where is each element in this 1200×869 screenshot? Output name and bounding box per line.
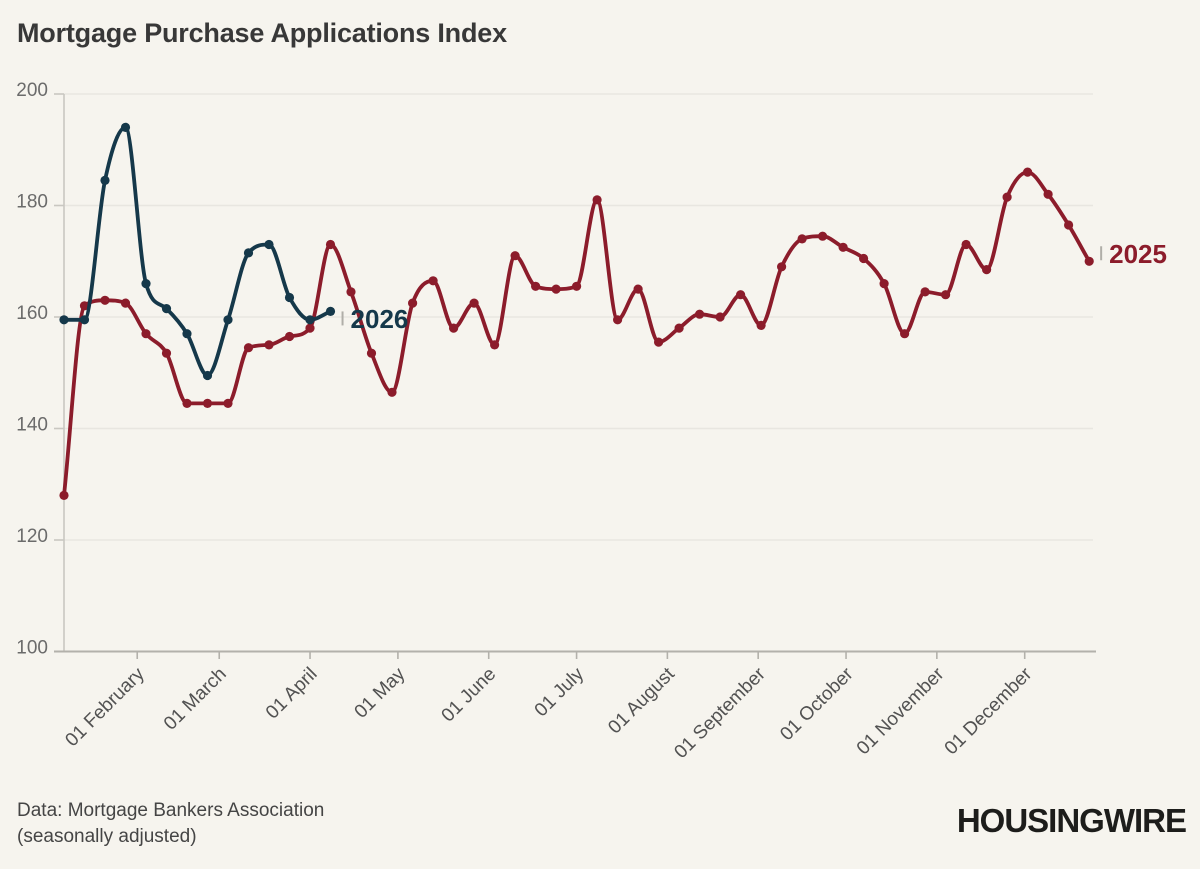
source-line-2: (seasonally adjusted)	[17, 826, 197, 847]
x-tick-label: 01 October	[776, 663, 858, 745]
series-2025-point	[490, 340, 500, 350]
y-tick-label: 100	[16, 638, 48, 659]
series-2025-point	[777, 262, 787, 272]
series-2025-point	[797, 234, 807, 244]
series-2025-point	[469, 298, 479, 308]
series-2025-point	[1064, 220, 1074, 230]
housingwire-logo: HOUSINGWIRE	[956, 802, 1187, 839]
x-tick-label: 01 December	[941, 663, 1037, 759]
x-tick-label: 01 September	[670, 663, 770, 763]
series-2025-point	[879, 279, 889, 289]
series-2025-point	[305, 323, 315, 333]
series-2025-point	[654, 337, 664, 347]
series-2025-line	[62, 170, 1092, 498]
series-2025-point	[633, 284, 643, 294]
series-2025-point	[572, 281, 582, 291]
y-tick-label: 120	[16, 526, 48, 547]
source-line-1: Data: Mortgage Bankers Association	[17, 800, 325, 821]
y-tick-label: 180	[16, 192, 48, 213]
y-tick-label: 140	[16, 415, 48, 436]
series-2026-point	[161, 304, 172, 314]
series-2025-point	[202, 398, 213, 408]
series-2026-point	[223, 315, 233, 325]
y-tick-label: 200	[16, 80, 48, 101]
series-2025-point	[243, 343, 254, 353]
series-label-2025: 2025	[1109, 239, 1167, 269]
series-2025-point	[592, 195, 602, 205]
series-2025-point	[79, 301, 90, 311]
series-2025-point	[408, 298, 418, 308]
series-2025-point	[346, 287, 356, 297]
series-2025-point	[1023, 167, 1033, 177]
series-2025-point	[961, 239, 971, 250]
series-2025-point	[920, 287, 930, 297]
series-2025-point	[756, 320, 766, 330]
series-2026-point	[202, 370, 213, 381]
series-2025-point	[1043, 189, 1053, 199]
series-label-2026: 2026	[351, 304, 409, 334]
series-2026-point	[325, 306, 336, 316]
series-2026-point	[120, 122, 131, 132]
series-2025-point	[941, 290, 951, 300]
series-2025-point	[59, 490, 69, 500]
series-2025-point	[366, 348, 377, 358]
series-2026-point	[305, 315, 315, 325]
series-2026-point	[141, 279, 151, 289]
series-2025-point	[284, 331, 295, 342]
series-2025-point	[428, 276, 438, 286]
series-2025-point	[900, 329, 910, 339]
series-2025-point	[1084, 256, 1094, 266]
x-tick-label: 01 November	[853, 663, 949, 759]
series-2026-point	[243, 248, 254, 258]
series-2025-point	[120, 298, 131, 308]
series-2026-point	[284, 292, 295, 303]
x-tick-label: 01 April	[262, 664, 322, 724]
series-2025-point	[100, 295, 110, 305]
x-tick-label: 01 February	[61, 663, 149, 751]
source-note: Data: Mortgage Bankers Association (seas…	[17, 798, 324, 850]
series-2025-point	[387, 387, 397, 397]
series-2025-point	[818, 231, 828, 241]
series-2025-point	[695, 309, 705, 319]
x-tick-label: 01 May	[351, 663, 410, 722]
series-2025-point	[736, 290, 746, 300]
series-2026-point	[59, 315, 69, 325]
series-2025-point	[325, 239, 336, 250]
series-2025-point	[551, 284, 561, 294]
series-2026-point	[100, 175, 110, 185]
series-2026-point	[264, 239, 274, 250]
series-2025-point	[674, 323, 684, 333]
chart-title: Mortgage Purchase Applications Index	[17, 18, 507, 48]
x-tick-label: 01 June	[438, 664, 501, 727]
series-2025-point	[449, 323, 459, 333]
series-2025-point	[982, 265, 992, 275]
series-2025-point	[141, 329, 151, 339]
series-2025-point	[223, 398, 233, 408]
series-2025-point	[613, 315, 623, 325]
y-tick-label: 160	[16, 303, 48, 324]
series-2025-point	[715, 312, 725, 322]
series-2026-point	[79, 315, 90, 325]
series-2025-point	[182, 398, 192, 408]
series-2025-point	[161, 348, 172, 358]
series-2025-point	[264, 340, 274, 350]
series-2025-point	[1002, 192, 1012, 202]
x-tick-label: 01 August	[604, 663, 679, 738]
series-2025-point	[859, 253, 869, 264]
x-tick-label: 01 March	[160, 664, 231, 735]
series-2025-point	[838, 242, 848, 252]
series-2025-point	[510, 251, 520, 261]
x-tick-label: 01 July	[531, 663, 589, 721]
series-2026-point	[182, 329, 192, 339]
series-2025-point	[531, 281, 541, 291]
